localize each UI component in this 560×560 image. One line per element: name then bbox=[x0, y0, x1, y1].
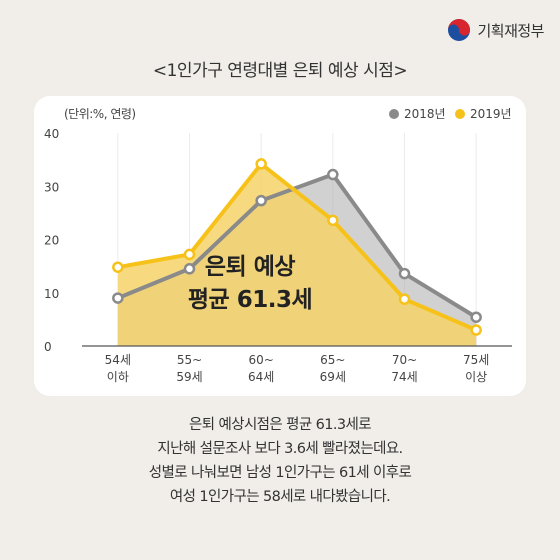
y-tick-label: 20 bbox=[44, 234, 59, 248]
y-tick-label: 40 bbox=[44, 127, 59, 141]
annotation-text: 은퇴 예상 bbox=[205, 254, 295, 280]
x-tick-label: 69세 bbox=[320, 370, 346, 384]
description-line: 은퇴 예상시점은 평균 61.3세로 bbox=[188, 417, 372, 433]
x-tick-label: 54세 bbox=[105, 353, 131, 367]
y-tick-label: 30 bbox=[44, 180, 59, 194]
description-line: 성별로 나눠보면 남성 1인가구는 61세 이후로 bbox=[148, 465, 412, 481]
x-tick-label: 60~ bbox=[249, 353, 274, 367]
page-title: <1인가구 연령대별 은퇴 예상 시점> bbox=[152, 61, 408, 81]
point-2019 bbox=[398, 293, 411, 305]
y-tick-label: 10 bbox=[44, 287, 59, 301]
legend-label: 2018년 bbox=[404, 107, 446, 121]
line-2019 bbox=[117, 161, 477, 332]
description-line: 여성 1인가구는 58세로 내다봤습니다. bbox=[169, 489, 391, 505]
x-tick-label: 70~ bbox=[392, 353, 417, 367]
point-2019 bbox=[183, 248, 196, 261]
legend-marker bbox=[455, 109, 465, 119]
org-name: 기획재정부 bbox=[477, 21, 544, 40]
legend-marker bbox=[389, 109, 399, 119]
x-tick-label: 65~ bbox=[320, 353, 345, 367]
description-line: 지난해 설문조사 보다 3.6세 빨라졌는데요. bbox=[157, 441, 403, 457]
point-2018 bbox=[112, 292, 124, 304]
description-text: 은퇴 예상시점은 평균 61.3세로 지난해 설문조사 보다 3.6세 빨라졌는… bbox=[0, 413, 560, 509]
x-tick-label: 64세 bbox=[248, 370, 274, 384]
point-2019 bbox=[112, 261, 124, 273]
x-tick-label: 74세 bbox=[391, 370, 417, 384]
unit-label: (단위:%, 연령) bbox=[64, 107, 136, 121]
annotation-text: 평균 61.3세 bbox=[188, 287, 312, 313]
point-2018 bbox=[470, 311, 482, 323]
point-2018 bbox=[398, 267, 411, 280]
x-tick-label: 75세 bbox=[463, 353, 489, 367]
point-2018 bbox=[327, 168, 339, 181]
area-2019 bbox=[117, 163, 477, 346]
y-tick-label: 0 bbox=[44, 340, 52, 354]
x-tick-label: 이상 bbox=[465, 370, 487, 384]
x-tick-label: 59세 bbox=[176, 370, 202, 384]
taegeuk-emblem-icon bbox=[448, 19, 471, 41]
ministry-logo: 기획재정부 bbox=[447, 18, 544, 42]
legend-label: 2019년 bbox=[470, 107, 512, 121]
x-tick-label: 55~ bbox=[177, 353, 202, 367]
point-2019 bbox=[470, 324, 482, 336]
point-2018 bbox=[255, 194, 267, 207]
point-2018 bbox=[183, 263, 196, 275]
x-tick-label: 이하 bbox=[107, 370, 129, 384]
line-2018 bbox=[117, 172, 478, 319]
point-2019 bbox=[255, 158, 267, 170]
point-2019 bbox=[327, 214, 339, 227]
